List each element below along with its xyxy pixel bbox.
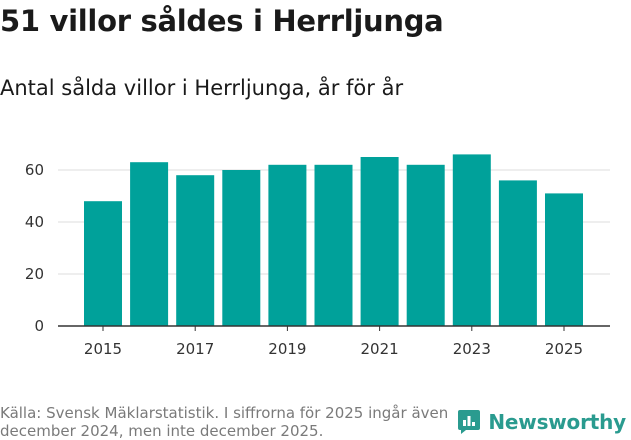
bar-2025 xyxy=(545,193,583,326)
y-tick-label: 20 xyxy=(25,265,44,283)
chart-subtitle: Antal sålda villor i Herrljunga, år för … xyxy=(0,76,404,100)
bar-2017 xyxy=(176,175,215,326)
brand-logo: Newsworthy xyxy=(457,409,626,435)
bar-2022 xyxy=(406,164,445,326)
brand-name: Newsworthy xyxy=(488,410,626,434)
bar-2021 xyxy=(360,157,399,326)
x-tick-label: 2015 xyxy=(84,340,122,358)
source-note: Källa: Svensk Mäklarstatistik. I siffror… xyxy=(0,404,449,440)
x-tick-label: 2019 xyxy=(268,340,306,358)
y-tick-label: 60 xyxy=(25,161,44,179)
bar-2019 xyxy=(268,164,307,326)
bar-2016 xyxy=(130,162,169,326)
y-tick-label: 40 xyxy=(25,213,44,231)
bar-2023 xyxy=(452,154,491,326)
bar-2018 xyxy=(222,170,261,326)
x-tick-label: 2017 xyxy=(176,340,214,358)
bar-2020 xyxy=(314,164,353,326)
x-tick-label: 2023 xyxy=(453,340,491,358)
x-tick-label: 2025 xyxy=(545,340,583,358)
newsworthy-logo-icon xyxy=(458,410,481,434)
bar-2015 xyxy=(84,201,122,326)
bar-2024 xyxy=(498,180,537,326)
chart-title: 51 villor såldes i Herrljunga xyxy=(0,4,444,38)
x-tick-label: 2021 xyxy=(361,340,399,358)
bar-chart: 0 20 40 60 2015 2017 2019 2021 2023 2025 xyxy=(25,154,610,358)
y-tick-label: 0 xyxy=(34,317,44,335)
